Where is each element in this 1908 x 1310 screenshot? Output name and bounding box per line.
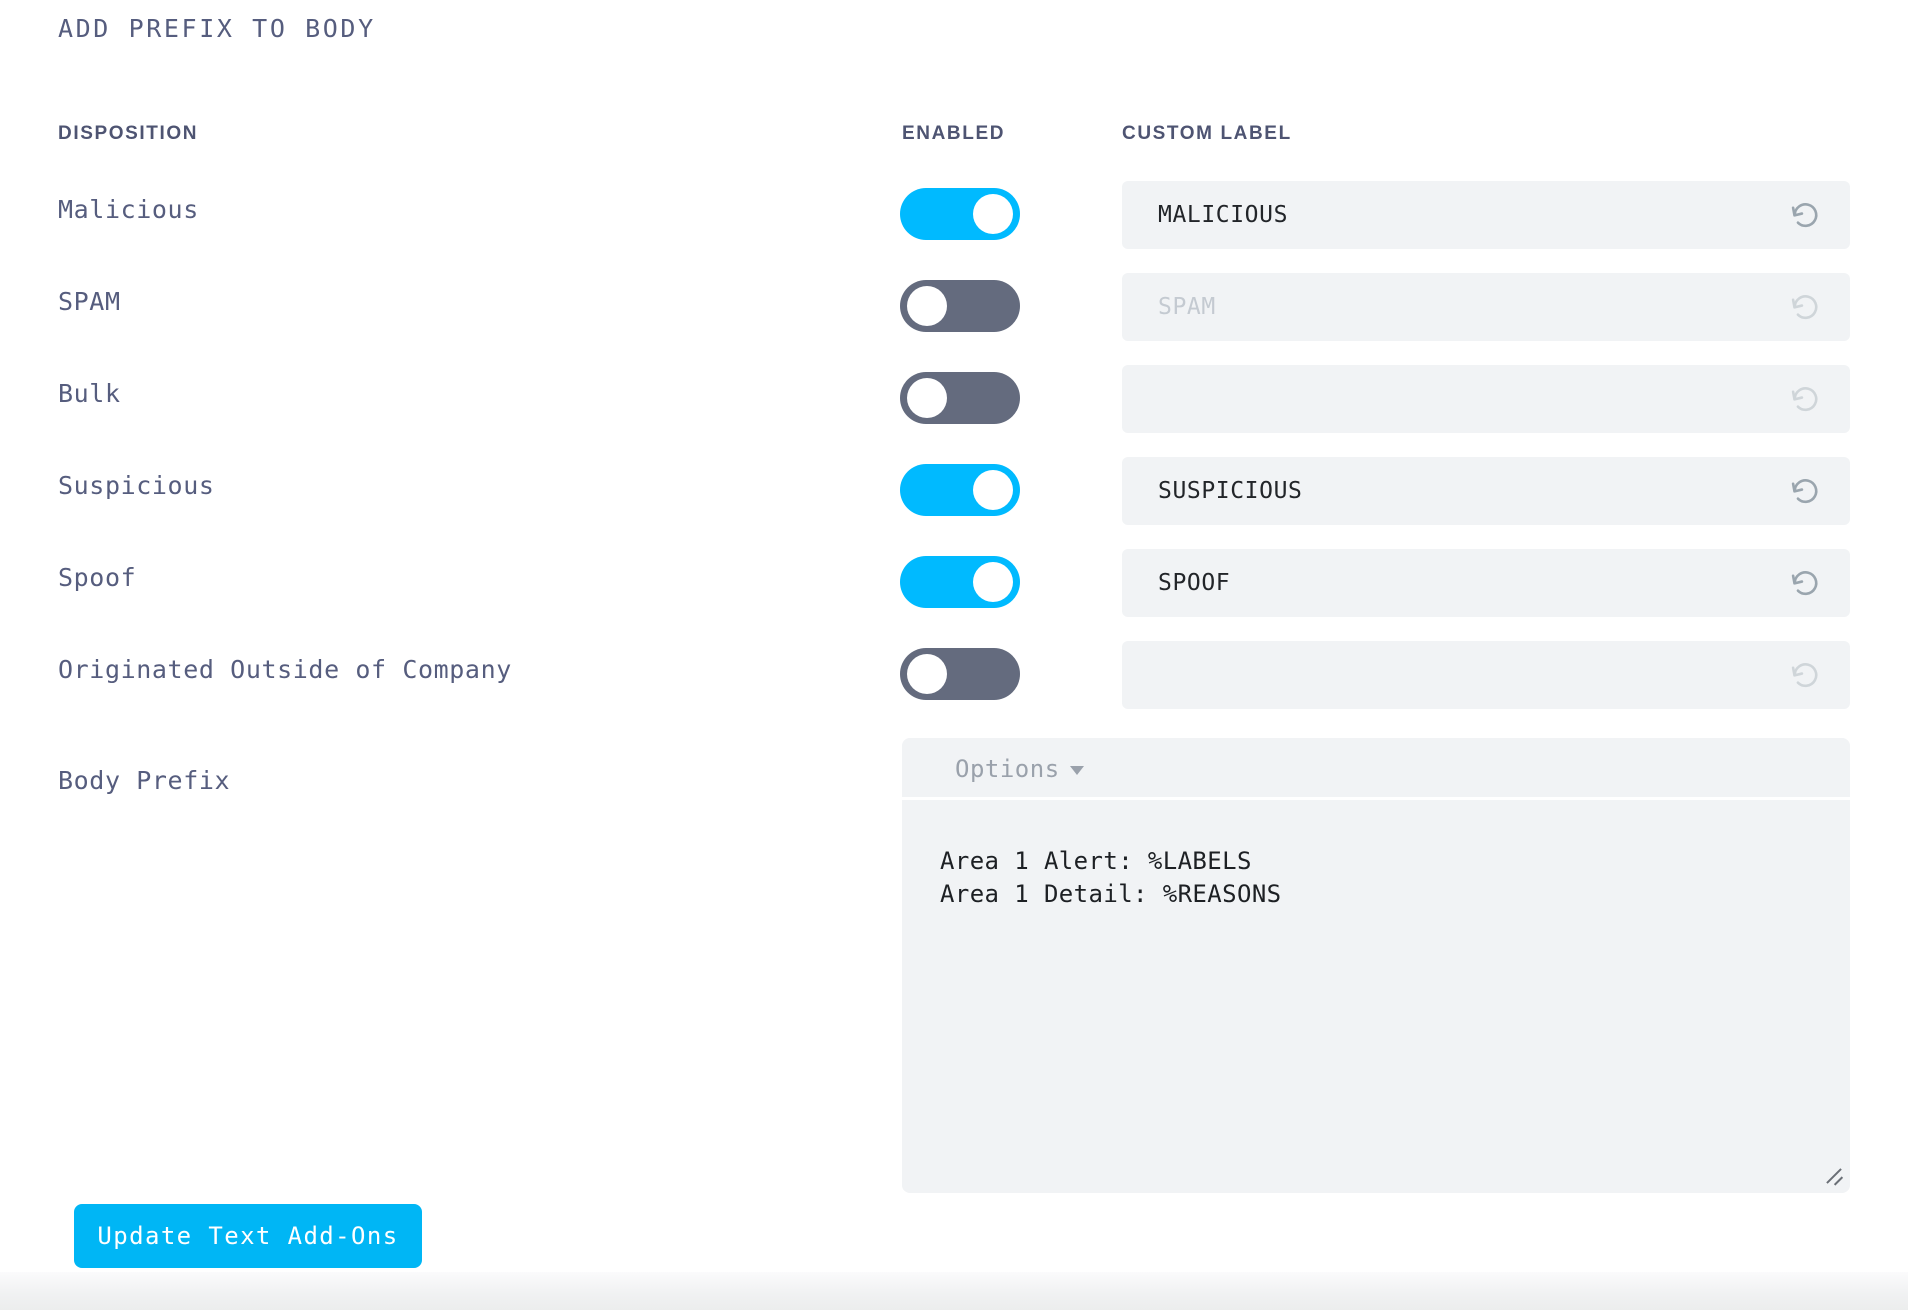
custom-label-value: MALICIOUS: [1158, 202, 1289, 228]
reset-icon[interactable]: [1789, 475, 1822, 508]
custom-label-value: SPAM: [1158, 294, 1216, 320]
custom-label-input[interactable]: SUSPICIOUS: [1122, 457, 1850, 525]
toggle-knob: [973, 562, 1013, 602]
reset-icon[interactable]: [1789, 383, 1822, 416]
bottom-strip: [0, 1272, 1908, 1310]
disposition-label: Originated Outside of Company: [58, 655, 512, 684]
disposition-label: SPAM: [58, 287, 121, 316]
disposition-rows: Malicious MALICIOUS SPAM SPAM Bulk Suspicious…: [0, 178, 1908, 730]
chevron-down-icon: [1069, 766, 1084, 775]
body-prefix-editor: Options Area 1 Alert: %LABELS Area 1 Det…: [902, 738, 1850, 1193]
custom-label-input[interactable]: [1122, 365, 1850, 433]
table-row: Malicious MALICIOUS: [0, 178, 1908, 270]
column-header-enabled: ENABLED: [902, 123, 1006, 144]
disposition-label: Suspicious: [58, 471, 215, 500]
toggle-knob: [973, 470, 1013, 510]
enabled-toggle[interactable]: [900, 648, 1020, 700]
resize-grip-icon[interactable]: [1824, 1165, 1844, 1186]
custom-label-input[interactable]: [1122, 641, 1850, 709]
table-row: SPAM SPAM: [0, 270, 1908, 362]
disposition-label: Malicious: [58, 195, 199, 224]
update-text-addons-button[interactable]: Update Text Add-Ons: [74, 1204, 422, 1268]
table-row: Suspicious SUSPICIOUS: [0, 454, 1908, 546]
enabled-toggle[interactable]: [900, 188, 1020, 240]
table-row: Bulk: [0, 362, 1908, 454]
body-prefix-textarea[interactable]: Area 1 Alert: %LABELS Area 1 Detail: %RE…: [902, 800, 1850, 1190]
reset-icon[interactable]: [1789, 659, 1822, 692]
table-row: Spoof SPOOF: [0, 546, 1908, 638]
body-prefix-text: Area 1 Alert: %LABELS Area 1 Detail: %RE…: [940, 847, 1282, 908]
enabled-toggle[interactable]: [900, 464, 1020, 516]
table-row: Originated Outside of Company: [0, 638, 1908, 730]
reset-icon[interactable]: [1789, 567, 1822, 600]
custom-label-input[interactable]: SPOOF: [1122, 549, 1850, 617]
enabled-toggle[interactable]: [900, 372, 1020, 424]
editor-toolbar: Options: [902, 738, 1850, 800]
enabled-toggle[interactable]: [900, 556, 1020, 608]
custom-label-value: SUSPICIOUS: [1158, 478, 1303, 504]
reset-icon[interactable]: [1789, 199, 1822, 232]
toggle-knob: [973, 194, 1013, 234]
page-title: ADD PREFIX TO BODY: [58, 14, 376, 43]
custom-label-input[interactable]: SPAM: [1122, 273, 1850, 341]
disposition-label: Spoof: [58, 563, 137, 592]
toggle-knob: [907, 654, 947, 694]
toggle-knob: [907, 286, 947, 326]
options-dropdown-label: Options: [955, 755, 1060, 783]
disposition-label: Bulk: [58, 379, 121, 408]
enabled-toggle[interactable]: [900, 280, 1020, 332]
toggle-knob: [907, 378, 947, 418]
column-header-custom-label: CUSTOM LABEL: [1122, 123, 1292, 144]
custom-label-input[interactable]: MALICIOUS: [1122, 181, 1850, 249]
reset-icon[interactable]: [1789, 291, 1822, 324]
column-header-disposition: DISPOSITION: [58, 123, 199, 144]
options-dropdown[interactable]: Options: [955, 738, 1084, 800]
custom-label-value: SPOOF: [1158, 570, 1231, 596]
body-prefix-label: Body Prefix: [58, 766, 231, 795]
